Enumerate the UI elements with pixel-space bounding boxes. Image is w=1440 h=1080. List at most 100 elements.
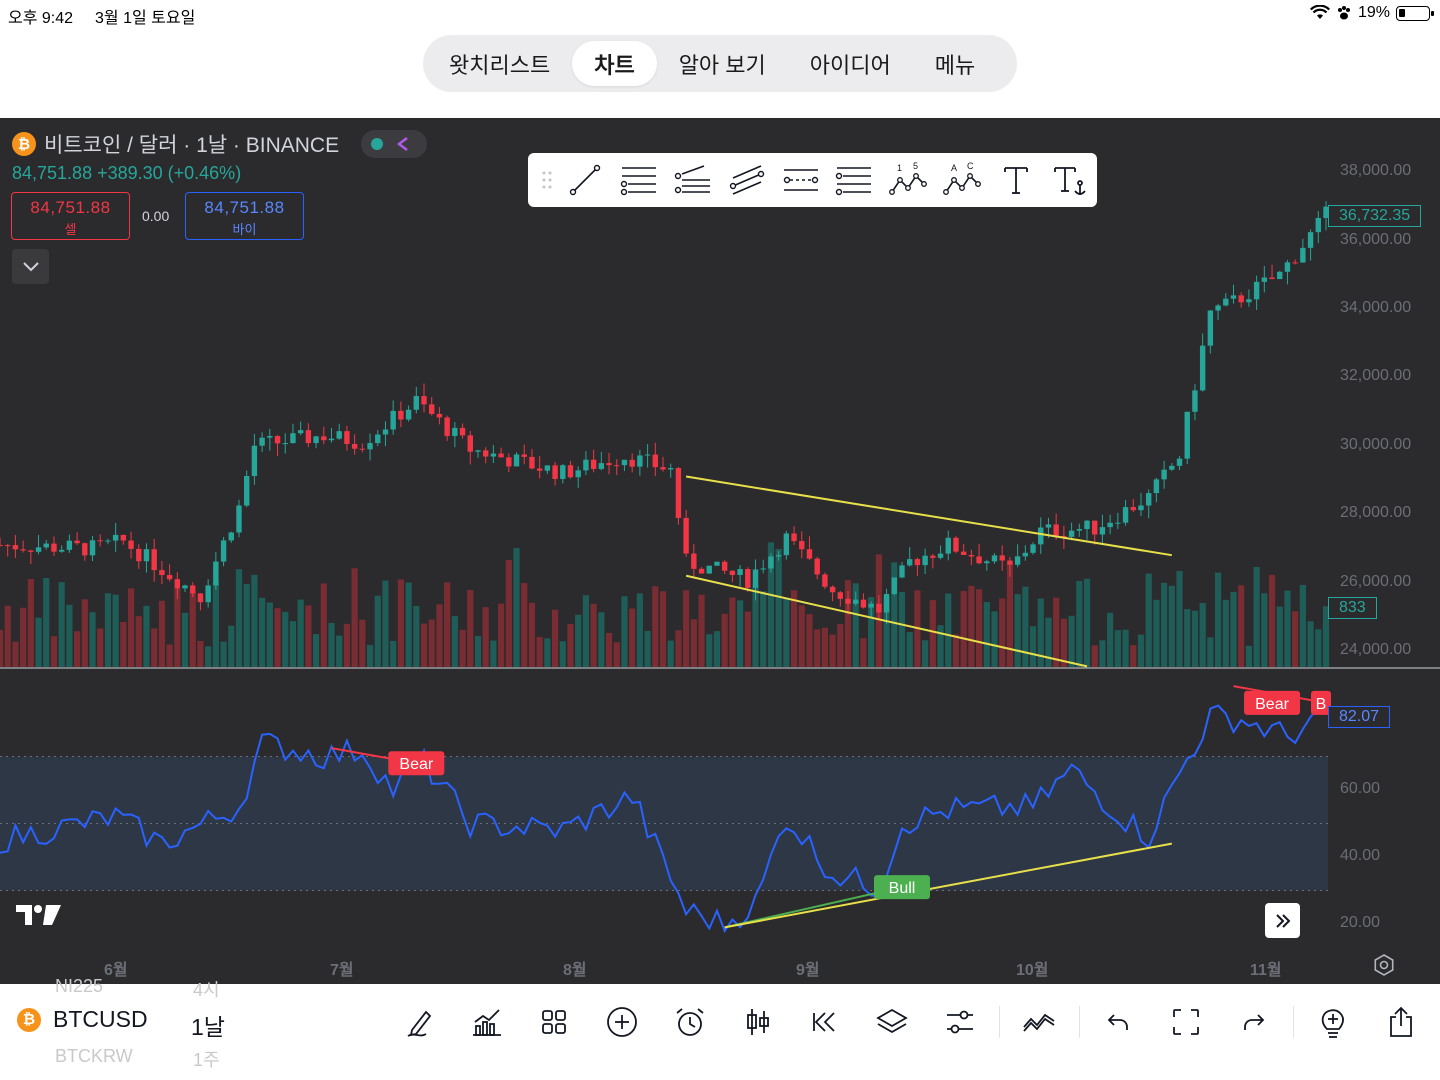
candle-body [297,430,304,434]
candle-body [1053,524,1059,536]
volume-bar [1184,609,1191,667]
volume-tag: 833 [1328,597,1377,619]
status-indicators: 19% [1309,4,1434,22]
volume-bar [1307,621,1314,667]
volume-bar [1299,584,1306,667]
candle-body [768,556,774,569]
chart-settings-button[interactable] [940,1002,980,1042]
bear-label: Bear [1244,690,1301,715]
candle-body [267,436,273,438]
candle-body [945,537,951,554]
volume-bar [289,621,297,667]
replay-button[interactable] [805,1002,845,1042]
candle-body [1076,529,1083,531]
volume-bar [35,617,42,667]
volume-bar [1114,630,1121,667]
fullscreen-button[interactable] [1166,1002,1206,1042]
interval-picker[interactable]: 1날 [191,1014,225,1040]
horizontal-lines-tool[interactable] [612,158,666,202]
tab-menu[interactable]: 메뉴 [934,52,976,78]
candle-body [675,468,682,518]
symbol-title[interactable]: 비트코인 / 달러 · 1날 · BINANCE [44,134,340,157]
chart-area[interactable]: Bear Bull Bear B ₿ 비트코인 / 달러 · 1날 · BINANCE… [0,118,1440,984]
sell-button[interactable]: 84,751.88 셀 [11,192,130,240]
text-tool[interactable] [989,158,1043,202]
candle-body [436,413,443,418]
candle-body [922,555,928,566]
volume-bar [713,631,721,667]
candle-body [721,561,728,571]
chart-canvas[interactable]: Bear Bull Bear B [0,118,1440,984]
tab-chart[interactable]: 차트 [572,41,657,86]
fib-retracement-icon [674,165,710,194]
publish-idea-button[interactable] [1313,1002,1353,1042]
candle-body [1192,390,1198,412]
scroll-to-realtime-button[interactable] [1265,903,1300,938]
lightbulb-plus-icon [1321,1009,1344,1038]
compare-button[interactable] [1019,1002,1059,1042]
candle-body [1115,522,1121,524]
buy-button[interactable]: 84,751.88 바이 [185,192,304,240]
candle-body [1292,262,1298,264]
candle-body [513,454,520,467]
volume-bar [621,596,628,667]
volume-bar [397,579,404,667]
add-button[interactable] [602,1002,642,1042]
candle-body [1207,310,1214,346]
chart-type-button[interactable] [738,1002,778,1042]
tab-watchlist[interactable]: 왓치리스트 [449,52,551,78]
chart-settings-icon[interactable] [1372,953,1396,977]
tab-ideas[interactable]: 아이디어 [809,52,891,78]
layouts-button[interactable] [534,1002,574,1042]
price-axis-label: 28,000.00 [1340,504,1412,521]
symbol-picker[interactable]: ₿ BTCUSD [17,1006,148,1033]
tab-explore[interactable]: 알아 보기 [678,52,766,78]
candle-body [714,561,720,566]
redo-button[interactable] [1234,1002,1274,1042]
symbol-header[interactable]: ₿ 비트코인 / 달러 · 1날 · BINANCE [12,129,428,159]
parallel-channel-tool[interactable] [720,158,774,202]
candle-body [760,568,766,570]
candle-body [906,559,913,566]
drag-handle-icon[interactable] [536,165,558,195]
candle-body [429,404,435,414]
volume-bar [883,596,890,667]
regression-channel-tool[interactable] [774,158,828,202]
share-button[interactable] [1381,1002,1421,1042]
anchored-text-tool[interactable] [1043,158,1097,202]
volume-bar [4,605,11,667]
candle-body [205,585,211,603]
volume-bar [852,583,859,667]
volume-bar [683,590,690,667]
volume-bar [1099,640,1106,667]
volume-bar [1168,585,1175,667]
market-status-pill[interactable] [361,130,428,158]
fib-retracement-tool[interactable] [666,158,720,202]
trend-line-tool[interactable] [558,158,612,202]
volume-bar [567,624,574,667]
fib-channel-tool[interactable] [827,158,881,202]
indicators-button[interactable] [467,1002,507,1042]
volume-bar [390,640,397,667]
candle-body [845,598,851,604]
alerts-button[interactable] [670,1002,710,1042]
redo-icon [1244,1014,1265,1030]
bull-divergence-line [724,886,903,929]
volume-bar [806,614,813,667]
chevron-down-icon [22,261,39,271]
object-tree-button[interactable] [872,1002,912,1042]
volume-bar [259,597,266,667]
volume-bar [467,589,474,667]
candle-body [490,453,497,457]
undo-button[interactable] [1098,1002,1138,1042]
tradingview-logo-icon[interactable] [16,903,62,927]
volume-bar [66,604,73,667]
wave-label-1: 1 [897,163,902,173]
collapse-legend-button[interactable] [12,249,49,284]
drawing-tools-button[interactable] [400,1002,440,1042]
volume-bar [1076,580,1083,667]
candle-body [1169,465,1175,470]
